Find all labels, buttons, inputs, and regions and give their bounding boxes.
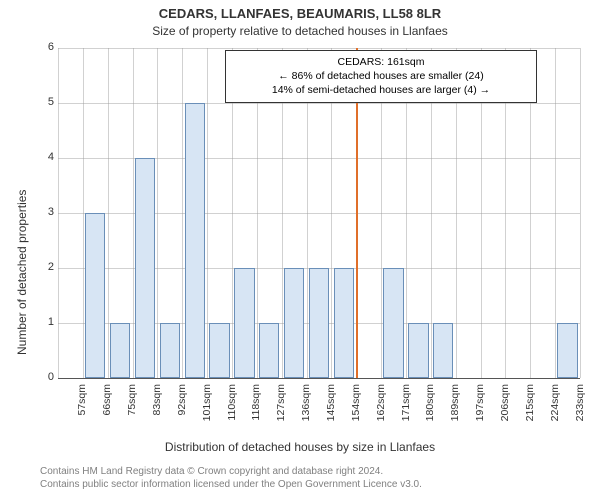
bar	[135, 158, 155, 378]
bar	[408, 323, 428, 378]
gridline-v	[58, 48, 59, 378]
y-axis-label: Number of detached properties	[15, 190, 29, 355]
y-tick: 6	[36, 41, 54, 53]
gridline-v	[580, 48, 581, 378]
chart-container: CEDARS, LLANFAES, BEAUMARIS, LL58 8LR Si…	[0, 0, 600, 500]
x-tick: 66sqm	[101, 384, 113, 434]
bar	[209, 323, 229, 378]
bar	[259, 323, 279, 378]
gridline-h	[58, 103, 580, 104]
x-tick: 162sqm	[375, 384, 387, 434]
title-main: CEDARS, LLANFAES, BEAUMARIS, LL58 8LR	[0, 6, 600, 21]
x-tick: 215sqm	[524, 384, 536, 434]
gridline-v	[207, 48, 208, 378]
x-tick: 171sqm	[400, 384, 412, 434]
legend-line-1: CEDARS: 161sqm	[234, 55, 528, 69]
x-tick: 206sqm	[499, 384, 511, 434]
legend-box: CEDARS: 161sqm ← 86% of detached houses …	[225, 50, 537, 103]
bar	[334, 268, 354, 378]
x-tick: 83sqm	[151, 384, 163, 434]
x-tick: 224sqm	[549, 384, 561, 434]
bar	[284, 268, 304, 378]
x-axis-label: Distribution of detached houses by size …	[0, 440, 600, 454]
y-tick: 3	[36, 206, 54, 218]
x-tick: 92sqm	[176, 384, 188, 434]
x-tick: 118sqm	[250, 384, 262, 434]
x-tick: 145sqm	[325, 384, 337, 434]
y-tick: 1	[36, 316, 54, 328]
x-tick: 154sqm	[350, 384, 362, 434]
x-tick: 189sqm	[449, 384, 461, 434]
x-tick: 110sqm	[226, 384, 238, 434]
bar	[185, 103, 205, 378]
x-tick: 197sqm	[474, 384, 486, 434]
bar	[160, 323, 180, 378]
x-tick: 180sqm	[424, 384, 436, 434]
bar	[85, 213, 105, 378]
x-tick: 57sqm	[76, 384, 88, 434]
bar	[383, 268, 403, 378]
gridline-v	[157, 48, 158, 378]
legend-line-3: 14% of semi-detached houses are larger (…	[234, 83, 528, 97]
footer-line-1: Contains HM Land Registry data © Crown c…	[40, 465, 422, 478]
gridline-v	[182, 48, 183, 378]
footer-line-2: Contains public sector information licen…	[40, 478, 422, 491]
x-tick: 75sqm	[126, 384, 138, 434]
y-tick: 5	[36, 96, 54, 108]
bar	[557, 323, 577, 378]
bar	[433, 323, 453, 378]
gridline-v	[83, 48, 84, 378]
y-tick: 0	[36, 371, 54, 383]
legend-line-2: ← 86% of detached houses are smaller (24…	[234, 69, 528, 83]
x-tick: 101sqm	[201, 384, 213, 434]
gridline-v	[133, 48, 134, 378]
y-tick: 2	[36, 261, 54, 273]
x-axis-line	[58, 378, 580, 379]
x-tick: 136sqm	[300, 384, 312, 434]
bar	[234, 268, 254, 378]
bar	[309, 268, 329, 378]
y-tick: 4	[36, 151, 54, 163]
x-tick: 233sqm	[574, 384, 586, 434]
gridline-v	[555, 48, 556, 378]
x-tick: 127sqm	[275, 384, 287, 434]
gridline-v	[108, 48, 109, 378]
bar	[110, 323, 130, 378]
gridline-h	[58, 48, 580, 49]
footer-attribution: Contains HM Land Registry data © Crown c…	[40, 465, 422, 491]
title-sub: Size of property relative to detached ho…	[0, 24, 600, 38]
